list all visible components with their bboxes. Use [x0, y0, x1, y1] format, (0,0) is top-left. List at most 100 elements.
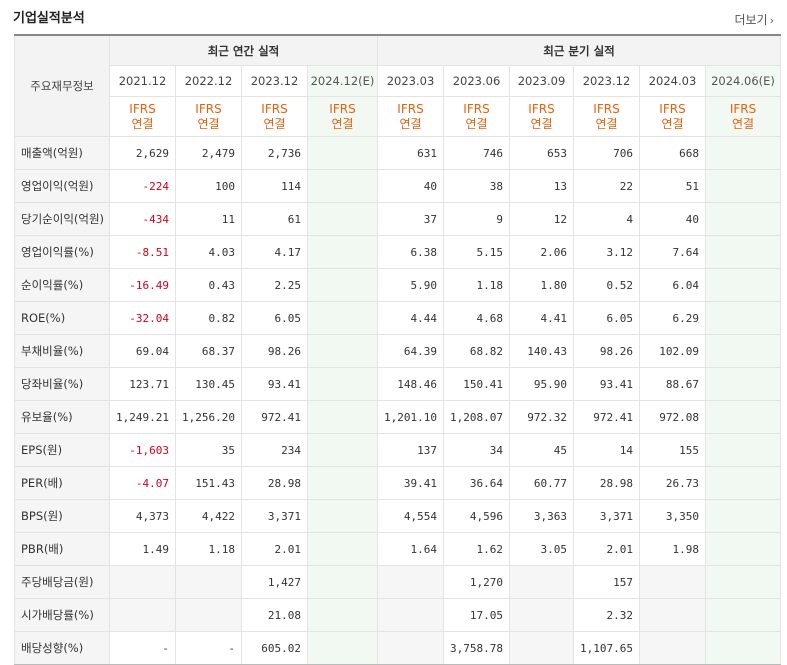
- period-header: 2023.12: [241, 65, 308, 97]
- table-cell: 972.41: [573, 400, 640, 434]
- table-cell: [704, 565, 782, 599]
- table-row: PER(배) -4.07 151.43 28.98 39.41 36.64 60.77 28.…: [14, 466, 782, 500]
- table-cell: 151.43: [175, 466, 242, 500]
- table-cell: 1.18: [175, 532, 242, 566]
- table-cell: [307, 565, 378, 599]
- table-cell: [509, 598, 574, 632]
- more-label: 더보기: [734, 13, 768, 27]
- row-label: 당기순이익(억원): [14, 202, 110, 236]
- table-cell: 1.64: [377, 532, 444, 566]
- table-cell: 0.43: [175, 268, 242, 302]
- row-label: PBR(배): [14, 532, 110, 566]
- ifrs-bottom-text: 연결: [595, 116, 618, 131]
- table-cell: 3,371: [573, 499, 640, 533]
- table-cell: 3,371: [241, 499, 308, 533]
- table-cell: 1,427: [241, 565, 308, 599]
- table-cell: [704, 202, 782, 236]
- table-cell: 6.29: [639, 301, 706, 335]
- ifrs-top-text: IFRS: [528, 101, 555, 116]
- table-cell: 12: [509, 202, 574, 236]
- table-cell: 69.04: [109, 334, 176, 368]
- table-cell: 40: [377, 169, 444, 203]
- table-cell: 39.41: [377, 466, 444, 500]
- table-cell: [307, 334, 378, 368]
- table-cell: 3,758.78: [443, 631, 510, 665]
- table-cell: [704, 631, 782, 665]
- section-title: 기업실적분석: [13, 11, 85, 26]
- table-cell: [377, 598, 444, 632]
- table-cell: 95.90: [509, 367, 574, 401]
- table-cell: [704, 235, 782, 269]
- table-cell: [704, 301, 782, 335]
- ifrs-top-text: IFRS: [729, 101, 757, 116]
- ifrs-bottom-text: 연결: [263, 116, 286, 131]
- ifrs-basis-label: IFRS 연결: [241, 96, 308, 137]
- table-cell: [509, 631, 574, 665]
- ifrs-top-text: IFRS: [195, 101, 222, 116]
- table-cell: 4,596: [443, 499, 510, 533]
- ifrs-bottom-text: 연결: [131, 116, 154, 131]
- table-cell: 114: [241, 169, 308, 203]
- table-cell: 746: [443, 136, 510, 170]
- table-cell: 157: [573, 565, 640, 599]
- table-cell: 6.05: [573, 301, 640, 335]
- row-header-label: 주요재무정보: [14, 34, 110, 137]
- table-cell: 88.67: [639, 367, 706, 401]
- table-cell: 1,201.10: [377, 400, 444, 434]
- ifrs-bottom-text: 연결: [399, 116, 422, 131]
- table-cell: [704, 499, 782, 533]
- table-cell: 150.41: [443, 367, 510, 401]
- table-cell: 4.44: [377, 301, 444, 335]
- table-row: EPS(원) -1,603 35 234 137 34 45 14 155: [14, 433, 782, 467]
- table-cell: -4.07: [109, 466, 176, 500]
- table-cell: 3.12: [573, 235, 640, 269]
- table-cell: 36.64: [443, 466, 510, 500]
- table-cell: 972.32: [509, 400, 574, 434]
- row-label: 순이익률(%): [14, 268, 110, 302]
- table-cell: 4,554: [377, 499, 444, 533]
- table-cell: 11: [175, 202, 242, 236]
- table-cell: [307, 466, 378, 500]
- table-cell: 100: [175, 169, 242, 203]
- table-cell: 98.26: [241, 334, 308, 368]
- row-label: 영업이익(억원): [14, 169, 110, 203]
- table-cell: 2.01: [241, 532, 308, 566]
- table-cell: 1,249.21: [109, 400, 176, 434]
- table-cell: [307, 532, 378, 566]
- ifrs-basis-label: IFRS 연결: [639, 96, 706, 137]
- table-cell: 234: [241, 433, 308, 467]
- table-cell: 68.37: [175, 334, 242, 368]
- table-cell: [704, 268, 782, 302]
- more-link[interactable]: 더보기 ›: [734, 11, 774, 28]
- table-cell: -8.51: [109, 235, 176, 269]
- table-row: 주당배당금(원) 1,427 1,270 157: [14, 565, 782, 599]
- table-cell: 28.98: [573, 466, 640, 500]
- table-cell: 1,256.20: [175, 400, 242, 434]
- quarter-group-header: 최근 분기 실적: [376, 34, 782, 66]
- table-cell: 2,479: [175, 136, 242, 170]
- row-label: 배당성향(%): [14, 631, 110, 665]
- table-cell: 3,363: [509, 499, 574, 533]
- table-cell: 26.73: [639, 466, 706, 500]
- table-cell: [639, 598, 706, 632]
- table-cell: [704, 532, 782, 566]
- table-cell: [307, 169, 378, 203]
- ifrs-bottom-text: 연결: [197, 116, 220, 131]
- table-row: BPS(원) 4,373 4,422 3,371 4,554 4,596 3,363 3,37…: [14, 499, 782, 533]
- table-cell: 5.15: [443, 235, 510, 269]
- ifrs-basis-label: IFRS 연결: [443, 96, 510, 137]
- row-label: 매출액(억원): [14, 136, 110, 170]
- ifrs-basis-label: IFRS 연결: [573, 96, 640, 137]
- period-header: 2024.06(E): [704, 65, 782, 97]
- table-row: 시가배당률(%) 21.08 17.05 2.32: [14, 598, 782, 632]
- table-cell: -32.04: [109, 301, 176, 335]
- table-cell: 102.09: [639, 334, 706, 368]
- table-cell: 93.41: [241, 367, 308, 401]
- table-row: 당좌비율(%) 123.71 130.45 93.41 148.46 150.41 95.9…: [14, 367, 782, 401]
- table-cell: 1,208.07: [443, 400, 510, 434]
- annual-group-header: 최근 연간 실적: [109, 34, 378, 66]
- table-cell: 6.04: [639, 268, 706, 302]
- table-cell: 137: [377, 433, 444, 467]
- table-cell: 68.82: [443, 334, 510, 368]
- table-cell: [377, 565, 444, 599]
